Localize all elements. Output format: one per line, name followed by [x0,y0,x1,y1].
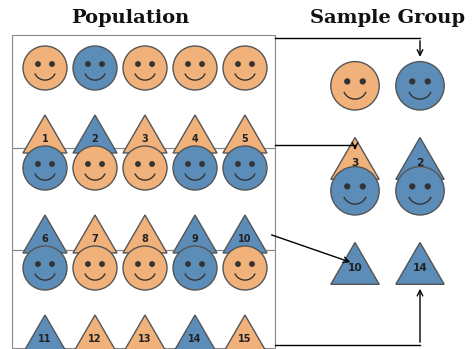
Polygon shape [23,215,67,253]
Circle shape [73,246,117,290]
Circle shape [86,162,90,166]
Text: 3: 3 [351,158,359,169]
Polygon shape [73,115,117,153]
Circle shape [360,184,365,189]
Polygon shape [123,315,167,349]
Circle shape [236,62,240,66]
Circle shape [331,62,379,110]
Text: 7: 7 [91,233,99,244]
Circle shape [223,46,267,90]
Circle shape [345,184,350,189]
Circle shape [236,162,240,166]
Polygon shape [173,215,217,253]
Text: 1: 1 [42,134,48,143]
Circle shape [136,162,140,166]
Circle shape [36,262,40,266]
Circle shape [36,162,40,166]
Circle shape [223,246,267,290]
Circle shape [50,262,54,266]
Polygon shape [223,215,267,253]
Text: 11: 11 [38,334,52,343]
Polygon shape [396,138,444,179]
Circle shape [50,62,54,66]
Text: 5: 5 [242,134,248,143]
Circle shape [150,62,154,66]
Circle shape [36,62,40,66]
Polygon shape [331,138,379,179]
Text: 10: 10 [238,233,252,244]
Text: 9: 9 [191,233,199,244]
Text: 2: 2 [416,158,424,169]
Polygon shape [23,115,67,153]
Text: 15: 15 [238,334,252,343]
Circle shape [123,46,167,90]
Polygon shape [73,215,117,253]
Circle shape [250,262,254,266]
Polygon shape [23,315,67,349]
Text: 12: 12 [88,334,102,343]
Circle shape [186,62,190,66]
Polygon shape [73,315,117,349]
Polygon shape [173,115,217,153]
Circle shape [73,46,117,90]
Polygon shape [123,115,167,153]
Circle shape [173,146,217,190]
Text: Sample Group: Sample Group [310,9,465,27]
Circle shape [123,146,167,190]
Circle shape [360,79,365,84]
Polygon shape [123,215,167,253]
Circle shape [186,262,190,266]
Polygon shape [396,243,444,284]
Circle shape [100,262,104,266]
Circle shape [150,262,154,266]
Circle shape [331,166,379,215]
Polygon shape [223,115,267,153]
Circle shape [425,184,430,189]
Circle shape [200,62,204,66]
Circle shape [345,79,350,84]
Circle shape [23,146,67,190]
Text: 4: 4 [191,134,199,143]
Circle shape [410,184,415,189]
Circle shape [100,162,104,166]
Circle shape [86,62,90,66]
Circle shape [23,46,67,90]
Circle shape [73,146,117,190]
Circle shape [223,146,267,190]
Circle shape [425,79,430,84]
Circle shape [173,246,217,290]
Text: 3: 3 [142,134,148,143]
Circle shape [396,62,444,110]
Circle shape [250,162,254,166]
Circle shape [200,262,204,266]
Text: Population: Population [71,9,189,27]
Polygon shape [223,315,267,349]
Text: 6: 6 [42,233,48,244]
Circle shape [136,62,140,66]
Circle shape [173,46,217,90]
Circle shape [410,79,415,84]
Text: 13: 13 [138,334,152,343]
Text: 2: 2 [91,134,99,143]
Circle shape [86,262,90,266]
Circle shape [23,246,67,290]
Circle shape [250,62,254,66]
Circle shape [100,62,104,66]
Text: 14: 14 [413,263,428,273]
Text: 8: 8 [142,233,148,244]
Circle shape [200,162,204,166]
Circle shape [150,162,154,166]
Text: 14: 14 [188,334,202,343]
Circle shape [136,262,140,266]
Polygon shape [331,243,379,284]
Text: 10: 10 [347,263,363,273]
Circle shape [123,246,167,290]
Polygon shape [173,315,217,349]
Circle shape [236,262,240,266]
Circle shape [186,162,190,166]
Circle shape [50,162,54,166]
Circle shape [396,166,444,215]
